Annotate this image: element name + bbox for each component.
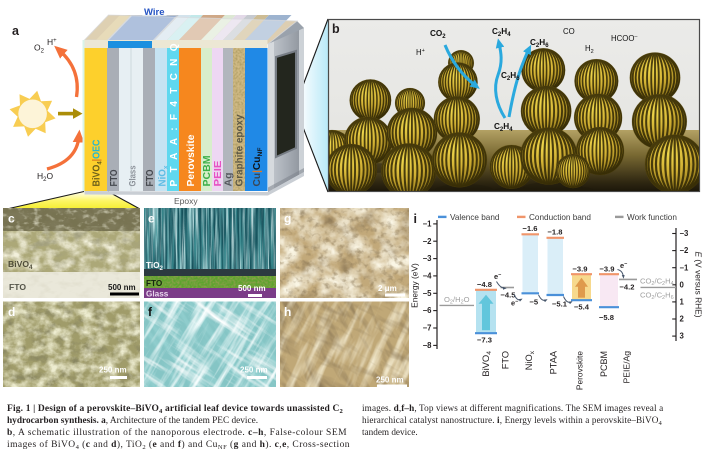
svg-text:TiO2: TiO2 <box>146 261 164 272</box>
svg-text:−5: −5 <box>530 298 539 307</box>
svg-text:C2H6: C2H6 <box>501 71 520 82</box>
svg-text:PEIE/Ag: PEIE/Ag <box>622 351 632 384</box>
svg-text:PEIE: PEIE <box>213 160 224 186</box>
svg-text:−4.2: −4.2 <box>620 283 635 292</box>
svg-text:Perovskite: Perovskite <box>575 351 585 390</box>
svg-text:b, A schematic illustration of: b, A schematic illustration of the nanop… <box>7 427 347 438</box>
svg-text:a: a <box>12 24 20 38</box>
svg-text:C2H6: C2H6 <box>530 38 549 49</box>
svg-text:PTAA:F4TCNQ: PTAA:F4TCNQ <box>169 43 180 186</box>
svg-text:−5.4: −5.4 <box>574 303 590 312</box>
svg-text:1: 1 <box>680 298 685 307</box>
svg-text:500 nm: 500 nm <box>238 284 266 293</box>
svg-text:3: 3 <box>680 332 685 341</box>
svg-text:CO: CO <box>563 27 575 36</box>
svg-text:images. d,f–h, Top views at di: images. d,f–h, Top views at different ma… <box>362 403 663 413</box>
svg-text:−1.6: −1.6 <box>523 224 538 233</box>
svg-text:BiVO4|OEC: BiVO4|OEC <box>92 140 104 187</box>
svg-text:−1: −1 <box>423 220 433 229</box>
svg-text:b: b <box>332 22 340 36</box>
svg-text:−7: −7 <box>423 324 432 333</box>
svg-text:−8: −8 <box>423 341 433 350</box>
svg-text:Conduction band: Conduction band <box>529 213 591 222</box>
svg-text:Wire: Wire <box>144 7 165 18</box>
svg-text:−4: −4 <box>423 272 433 281</box>
svg-text:Fig. 1 | Design of a perovskit: Fig. 1 | Design of a perovskite–BiVO4 ar… <box>7 404 344 415</box>
svg-text:−5.8: −5.8 <box>599 313 614 322</box>
svg-text:CO2/C2H4: CO2/C2H4 <box>640 277 674 288</box>
svg-text:Glass: Glass <box>146 290 169 299</box>
svg-text:H2O: H2O <box>37 171 53 183</box>
svg-text:PCBM: PCBM <box>599 351 609 377</box>
svg-text:tandem device.: tandem device. <box>362 427 418 437</box>
svg-text:e−: e− <box>494 272 501 281</box>
svg-text:d: d <box>8 305 15 319</box>
svg-text:H2: H2 <box>585 44 594 55</box>
svg-text:2 μm: 2 μm <box>378 284 397 293</box>
svg-text:−1: −1 <box>680 263 690 272</box>
svg-text:FTO: FTO <box>108 170 120 187</box>
svg-text:C2H4: C2H4 <box>494 122 513 133</box>
svg-text:O2/H2O: O2/H2O <box>444 295 470 306</box>
svg-text:E (V versus RHE): E (V versus RHE) <box>694 251 704 317</box>
svg-text:H+: H+ <box>47 37 57 47</box>
svg-text:−4.5: −4.5 <box>501 291 517 300</box>
svg-text:BiVO4: BiVO4 <box>480 351 493 377</box>
svg-text:c: c <box>8 212 15 226</box>
svg-text:FTO: FTO <box>144 170 156 187</box>
svg-text:FTO: FTO <box>501 351 511 369</box>
svg-text:f: f <box>148 305 153 319</box>
svg-text:Glass: Glass <box>128 166 139 187</box>
svg-text:FTO: FTO <box>9 282 26 292</box>
svg-text:O2: O2 <box>34 43 45 55</box>
svg-text:NiOx: NiOx <box>158 165 170 186</box>
svg-text:Valence band: Valence band <box>450 213 500 222</box>
svg-text:Energy (eV): Energy (eV) <box>410 263 420 308</box>
svg-text:−3.9: −3.9 <box>600 265 615 274</box>
svg-text:PCBM: PCBM <box>202 156 213 187</box>
svg-text:PTAA: PTAA <box>549 350 559 374</box>
svg-text:g: g <box>284 212 291 226</box>
svg-text:250 nm: 250 nm <box>240 366 268 375</box>
svg-text:−1.8: −1.8 <box>548 228 563 237</box>
svg-text:Cu|CuNF: Cu|CuNF <box>252 148 264 187</box>
svg-text:−5: −5 <box>423 289 433 298</box>
svg-text:images of BiVO4 (c and d), TiO: images of BiVO4 (c and d), TiO2 (e and f… <box>7 439 350 451</box>
svg-text:−3.9: −3.9 <box>573 265 588 274</box>
svg-text:Work function: Work function <box>627 213 677 222</box>
svg-text:−7.3: −7.3 <box>477 336 492 345</box>
svg-text:−3: −3 <box>423 254 433 263</box>
svg-text:hydrocarbon synthesis. a, Arch: hydrocarbon synthesis. a, Architecture o… <box>7 415 258 426</box>
svg-text:C2H4: C2H4 <box>492 27 511 38</box>
svg-text:CO2: CO2 <box>430 29 446 40</box>
svg-text:−5.1: −5.1 <box>552 300 568 309</box>
svg-text:BiVO4: BiVO4 <box>8 259 33 271</box>
svg-text:CO2/C2H6: CO2/C2H6 <box>640 291 674 302</box>
svg-text:e: e <box>148 212 155 226</box>
svg-text:Graphite epoxy: Graphite epoxy <box>235 114 246 186</box>
svg-text:−3: −3 <box>680 229 690 238</box>
svg-text:Perovskite: Perovskite <box>186 134 197 186</box>
svg-text:2: 2 <box>680 315 685 324</box>
svg-text:Ag: Ag <box>224 173 235 187</box>
svg-text:NiOx: NiOx <box>524 350 536 370</box>
svg-text:h: h <box>284 305 291 319</box>
svg-text:FTO: FTO <box>146 279 163 288</box>
svg-text:250 nm: 250 nm <box>99 366 127 375</box>
svg-text:0: 0 <box>680 280 685 289</box>
svg-text:HCOO–: HCOO– <box>611 34 638 43</box>
svg-text:−4.8: −4.8 <box>477 280 492 289</box>
svg-text:hierarchical catalyst nanostru: hierarchical catalyst nanostructure. i, … <box>362 415 662 427</box>
svg-text:−6: −6 <box>423 306 433 315</box>
svg-text:−2: −2 <box>423 237 433 246</box>
svg-text:500 nm: 500 nm <box>108 283 136 292</box>
svg-text:−2: −2 <box>680 246 690 255</box>
svg-text:H+: H+ <box>416 48 425 57</box>
svg-text:e−: e− <box>620 261 627 270</box>
svg-text:Epoxy: Epoxy <box>174 196 198 206</box>
svg-text:i: i <box>414 212 417 226</box>
svg-text:e−: e− <box>511 299 518 308</box>
svg-text:250 nm: 250 nm <box>376 376 404 385</box>
